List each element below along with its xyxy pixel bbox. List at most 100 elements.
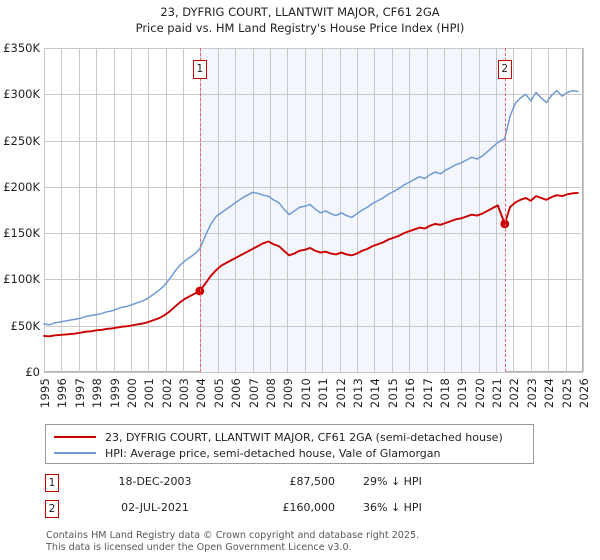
transaction-index-badge: 2 [45,500,59,518]
legend-label-property: 23, DYFRIG COURT, LLANTWIT MAJOR, CF61 2… [105,430,503,444]
gridline-vertical [530,48,532,372]
x-axis-tick-label: 2007 [246,378,261,409]
transaction-hpi-delta: 29% ↓ HPI [363,475,422,488]
gridline-vertical [235,48,237,372]
gridline-vertical [496,48,498,372]
copyright-line: Contains HM Land Registry data © Crown c… [46,530,420,541]
gridline-horizontal [44,186,583,188]
table-row[interactable]: 2 02-JUL-2021 £160,000 36% ↓ HPI [45,498,545,524]
gridline-horizontal [44,233,583,235]
gridline-vertical [339,48,341,372]
x-axis-tick-label: 1998 [90,378,105,409]
x-axis-tick-label: 2014 [368,378,383,409]
event-flag-1[interactable]: 1 [192,60,207,79]
x-axis-tick-label: 2012 [333,378,348,409]
gridline-vertical [287,48,289,372]
chart-legend: 23, DYFRIG COURT, LLANTWIT MAJOR, CF61 2… [45,424,534,464]
page-title: 23, DYFRIG COURT, LLANTWIT MAJOR, CF61 2… [160,5,440,19]
legend-item-hpi: HPI: Average price, semi-detached house,… [54,445,525,461]
series-lines [43,89,579,338]
x-axis-tick-label: 2013 [350,378,365,409]
gridline-vertical [426,48,428,372]
event-line-2 [504,48,506,372]
gridline-vertical [61,48,63,372]
gridline-vertical [96,48,98,372]
gridline-horizontal [44,372,583,373]
attribution-footer: Contains HM Land Registry data © Crown c… [46,530,586,553]
gridline-vertical [583,48,584,372]
event-flag-2[interactable]: 2 [497,60,512,79]
gridline-horizontal [44,94,583,96]
gridline-vertical [548,48,550,372]
x-axis-tick-label: 2024 [542,378,557,409]
y-axis-tick-label: £300K [3,87,40,102]
x-axis-tick-label: 2023 [524,378,539,409]
y-axis-tick-label: £250K [3,133,40,148]
licence-line: This data is licensed under the Open Gov… [46,541,352,553]
gridline-vertical [443,48,445,372]
gridline-vertical [78,48,80,372]
legend-item-property: 23, DYFRIG COURT, LLANTWIT MAJOR, CF61 2… [54,429,525,445]
x-axis-tick-label: 2020 [472,378,487,409]
x-axis-tick-label: 2003 [177,378,192,409]
gridline-vertical [478,48,480,372]
x-axis-tick-label: 2005 [211,378,226,409]
gridline-vertical [44,48,45,372]
y-axis-tick-label: £200K [3,179,40,194]
ownership-span-band [199,48,505,372]
x-axis-tick-label: 1995 [38,378,52,409]
y-axis-tick-label: £150K [3,226,40,241]
x-axis-tick-label: 2022 [507,378,522,409]
transaction-index-badge: 1 [45,474,59,492]
gridline-vertical [113,48,115,372]
gridline-vertical [183,48,185,372]
x-axis-tick-label: 2004 [194,378,209,409]
transaction-price: £87,500 [289,475,336,488]
series-line-property [43,191,579,338]
x-axis-tick-label: 1999 [107,378,122,409]
transactions-list: 1 18-DEC-2003 £87,500 29% ↓ HPI 2 02-JUL… [45,472,545,524]
legend-swatch-property [54,436,96,438]
transaction-date: 18-DEC-2003 [118,475,192,488]
x-axis-tick-label: 1996 [55,378,70,409]
gridline-vertical [148,48,150,372]
gridline-vertical [200,48,202,372]
table-row[interactable]: 1 18-DEC-2003 £87,500 29% ↓ HPI [45,472,545,498]
x-axis-tick-label: 2008 [264,378,279,409]
gridline-vertical [252,48,254,372]
gridline-horizontal [44,140,583,142]
y-axis-tick-label: £350K [3,41,40,55]
x-axis-tick-label: 2025 [559,378,574,409]
gridline-vertical [217,48,219,372]
x-axis-tick-label: 2026 [577,378,591,409]
gridline-vertical [565,48,567,372]
x-axis-tick-label: 2017 [420,378,435,409]
legend-label-hpi: HPI: Average price, semi-detached house,… [105,446,441,460]
gridline-vertical [356,48,358,372]
gridline-vertical [409,48,411,372]
y-axis-tick-label: £50K [10,318,41,333]
x-axis-tick-label: 2015 [385,378,400,409]
x-axis-tick-label: 2006 [229,378,244,409]
event-line-1 [199,48,201,372]
gridline-vertical [304,48,306,372]
gridline-vertical [165,48,167,372]
x-axis-tick-label: 2021 [490,378,505,409]
transaction-hpi-delta: 36% ↓ HPI [363,501,422,514]
transaction-price: £160,000 [282,501,336,514]
x-axis-tick-label: 2009 [281,378,296,409]
x-axis-tick-label: 2010 [298,378,313,409]
x-axis-tick-label: 2000 [124,378,139,409]
x-axis-tick-label: 2019 [455,378,470,409]
page-subtitle: Price paid vs. HM Land Registry's House … [135,21,465,35]
gridline-vertical [391,48,393,372]
gridline-vertical [513,48,515,372]
gridline-horizontal [44,325,583,327]
gridline-vertical [461,48,463,372]
transaction-date: 02-JUL-2021 [121,501,189,514]
gridline-horizontal [44,48,583,49]
chart-title-block: 23, DYFRIG COURT, LLANTWIT MAJOR, CF61 2… [0,4,600,36]
x-axis-tick-label: 1997 [72,378,87,409]
x-axis-tick-label: 2011 [316,378,331,409]
y-axis-tick-label: £100K [3,272,40,287]
